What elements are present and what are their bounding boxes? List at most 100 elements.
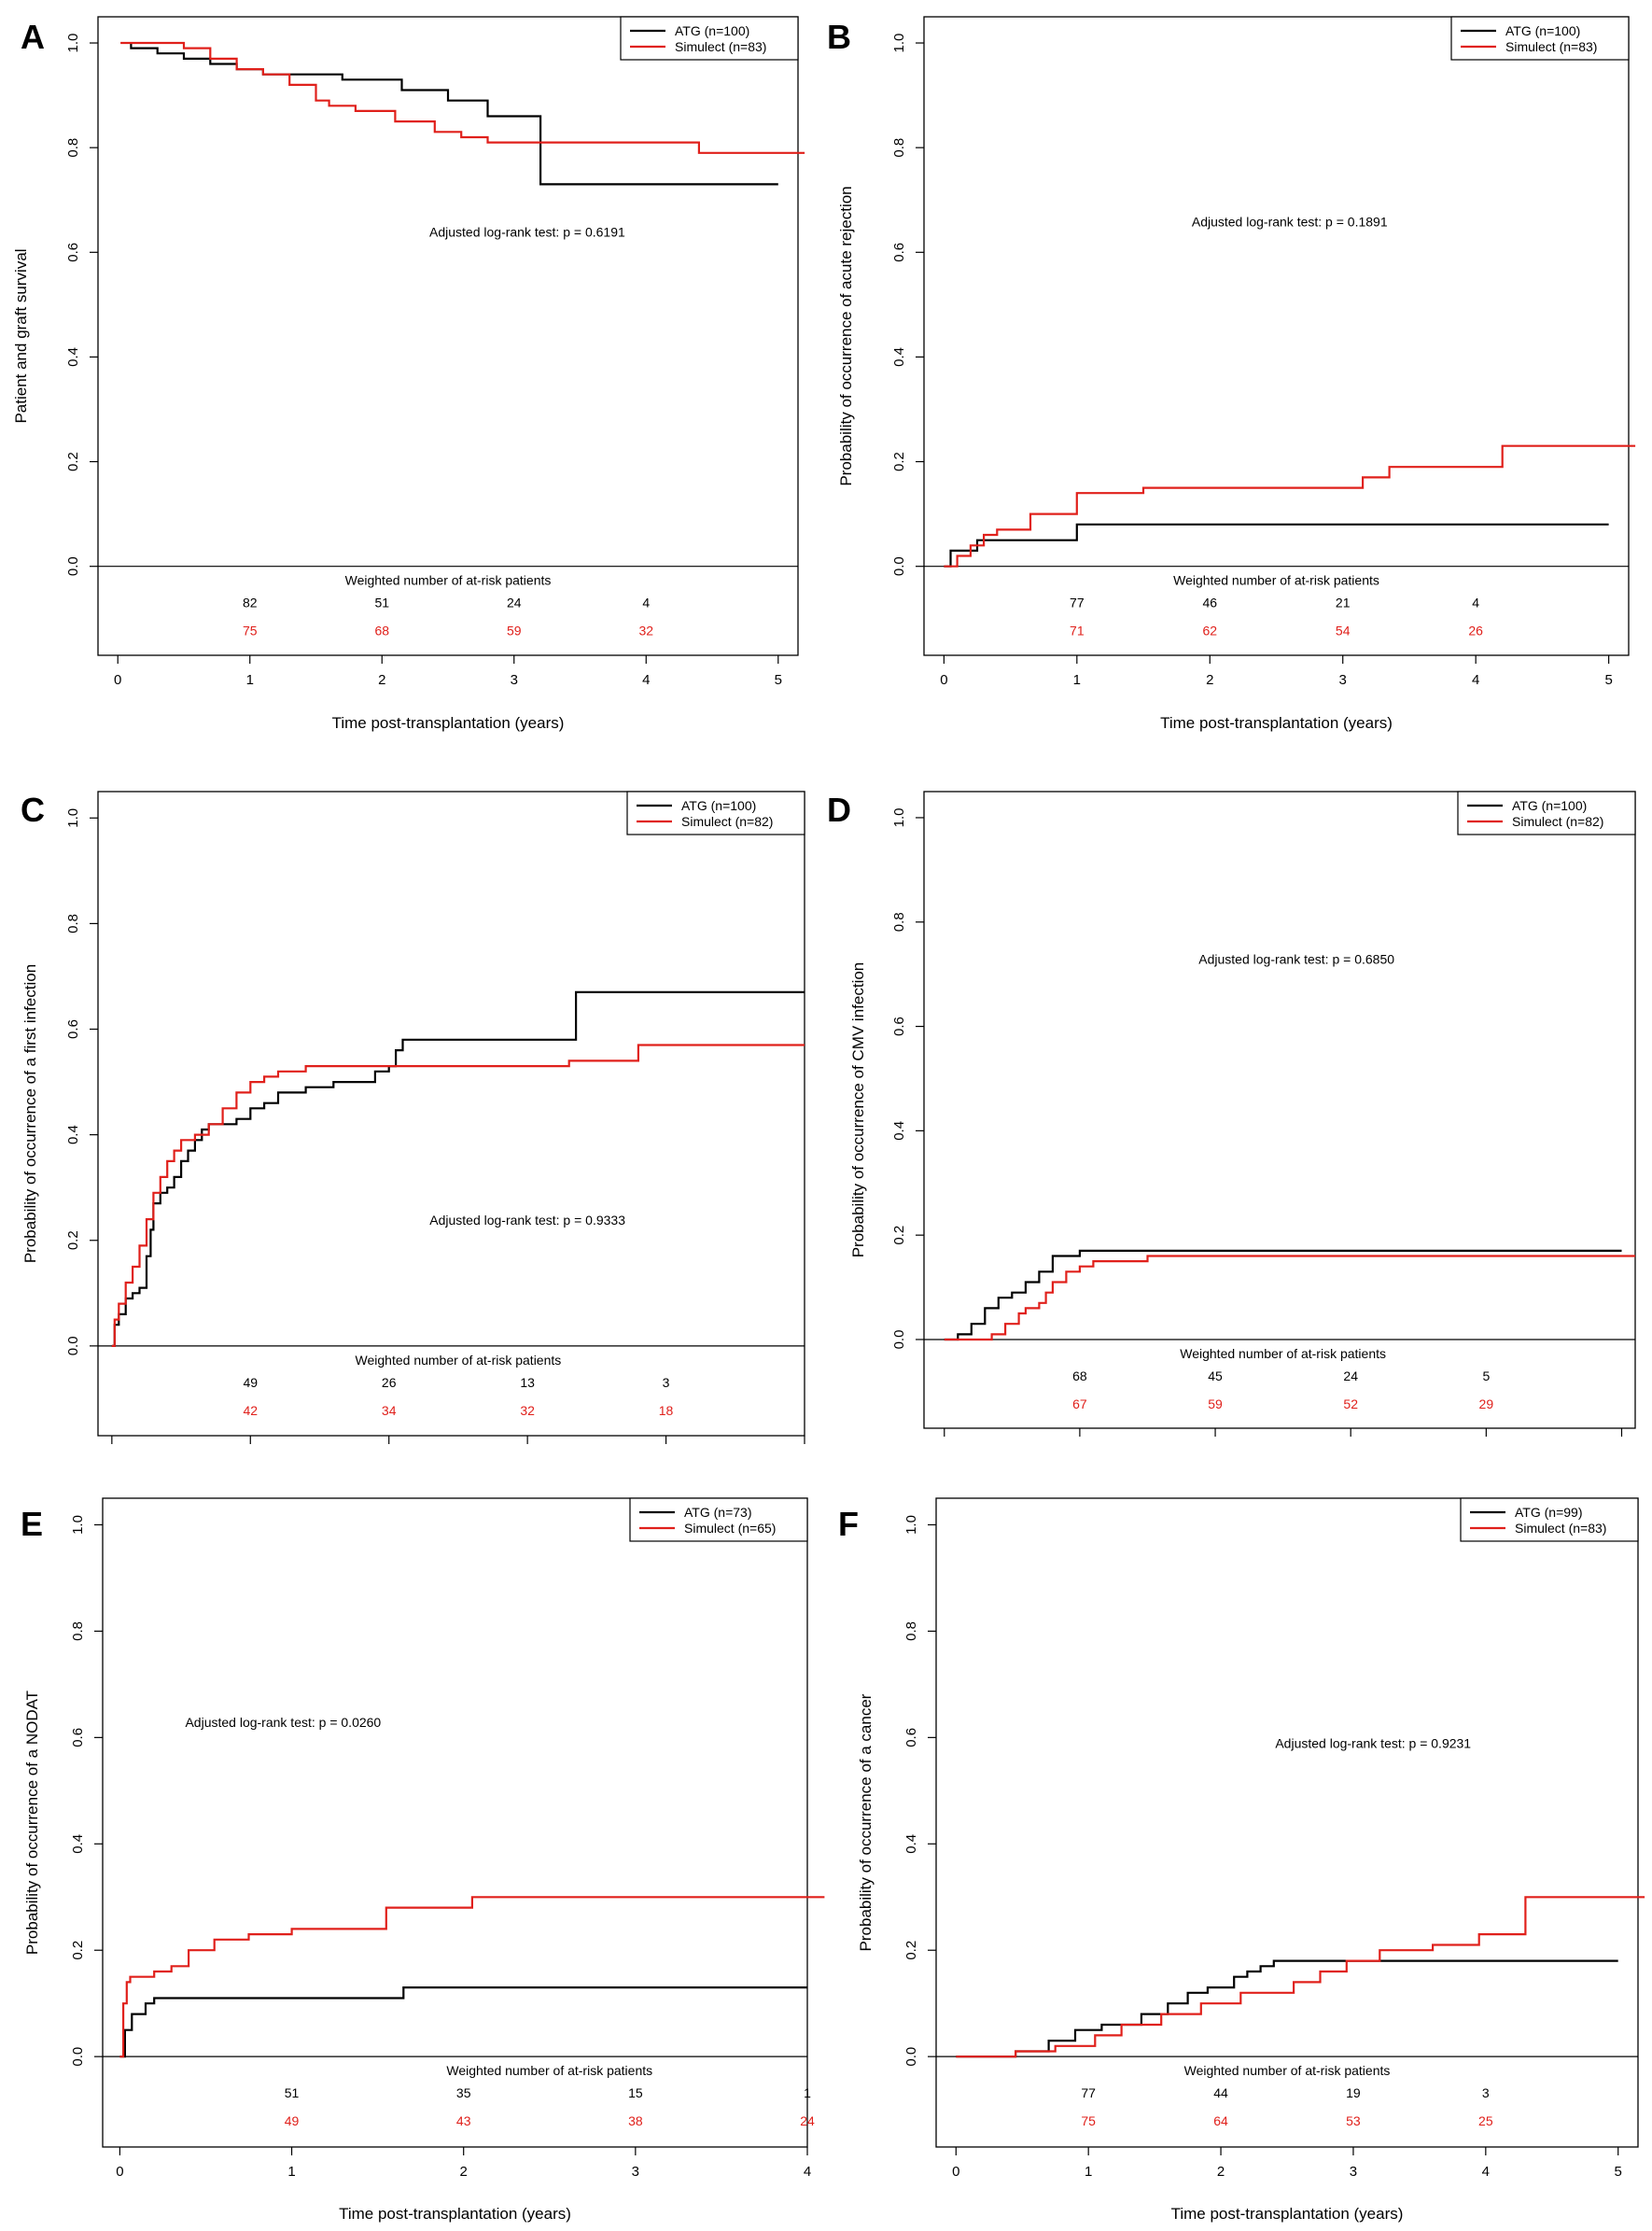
at-risk-simulect-value: 32 <box>638 624 653 638</box>
y-tick-label: 0.6 <box>891 1017 907 1036</box>
y-tick-label: 0.6 <box>70 1728 86 1747</box>
panel-a: A 0.0 0.2 0.4 0.6 0.8 1.0 0 1 2 3 4 5 Patient and gra… <box>12 16 805 732</box>
legend-box <box>1457 791 1636 835</box>
at-risk-atg-value: 4 <box>642 596 650 610</box>
at-risk-simulect-value: 75 <box>1081 2113 1096 2128</box>
at-risk-atg-value: 82 <box>243 596 258 610</box>
x-tick-label: 0 <box>116 2164 123 2180</box>
x-tick-label: 3 <box>511 672 518 688</box>
y-tick-label: 0.2 <box>903 1941 919 1960</box>
at-risk-simulect-value: 62 <box>1202 624 1217 638</box>
panel-d: D 0.0 0.2 0.4 0.6 0.8 1.0 Probability of occurr… <box>827 791 1636 1437</box>
at-risk-title: Weighted number of at-risk patients <box>345 573 552 588</box>
at-risk-atg-value: 77 <box>1070 596 1085 610</box>
simulect-curve <box>956 1896 1645 2058</box>
legend-box <box>620 16 799 61</box>
y-tick-label: 0.4 <box>903 1834 919 1854</box>
at-risk-atg-value: 44 <box>1213 2085 1228 2100</box>
legend-label-atg: ATG (n=73) <box>684 1505 752 1520</box>
legend-box <box>626 791 805 835</box>
legend-box <box>1450 16 1630 61</box>
simulect-curve <box>119 1896 825 2058</box>
at-risk-atg-value: 3 <box>1482 2085 1490 2100</box>
at-risk-simulect-value: 43 <box>456 2113 471 2128</box>
at-risk-simulect-value: 24 <box>800 2113 815 2128</box>
legend-label-atg: ATG (n=100) <box>681 798 756 813</box>
at-risk-atg-value: 26 <box>382 1375 397 1390</box>
y-axis-title: Probability of occurrence of a cancer <box>857 1693 875 1951</box>
plot-frame <box>97 16 799 656</box>
at-risk-atg-value: 4 <box>1472 596 1479 610</box>
at-risk-title: Weighted number of at-risk patients <box>1173 573 1379 588</box>
legend-box <box>629 1497 808 1542</box>
y-axis-title: Probability of occurrence of acute rejec… <box>837 186 855 485</box>
panel-e: E 0.0 0.2 0.4 0.6 0.8 1.0 0 1 2 3 4 Probability of o… <box>21 1497 825 2223</box>
x-tick-label: 4 <box>1472 672 1479 688</box>
y-tick-label: 0.0 <box>891 1330 907 1350</box>
at-risk-atg-value: 21 <box>1336 596 1351 610</box>
at-risk-simulect-value: 32 <box>520 1403 535 1418</box>
at-risk-simulect-value: 26 <box>1468 624 1483 638</box>
x-tick-label: 4 <box>1482 2164 1490 2180</box>
y-tick-label: 0.6 <box>891 243 907 262</box>
panel-b: B 0.0 0.2 0.4 0.6 0.8 1.0 0 1 2 3 4 5 Probability of … <box>827 16 1636 732</box>
legend-label-simulect: Simulect (n=83) <box>1515 1521 1606 1536</box>
at-risk-title: Weighted number of at-risk patients <box>1184 2063 1391 2078</box>
legend-label-simulect: Simulect (n=82) <box>1512 814 1603 829</box>
at-risk-simulect-value: 38 <box>628 2113 643 2128</box>
x-tick-label: 4 <box>642 672 650 688</box>
at-risk-atg-value: 5 <box>1482 1368 1490 1383</box>
y-axis-title: Probability of occurrence of CMV infecti… <box>849 962 867 1258</box>
at-risk-simulect-value: 59 <box>1208 1396 1223 1411</box>
y-tick-label: 0.2 <box>891 1226 907 1245</box>
at-risk-simulect-value: 59 <box>507 624 522 638</box>
at-risk-simulect-value: 68 <box>374 624 389 638</box>
at-risk-atg-value: 68 <box>1072 1368 1087 1383</box>
x-tick-label: 0 <box>940 672 947 688</box>
legend-box <box>1460 1497 1639 1542</box>
at-risk-simulect-value: 42 <box>243 1403 258 1418</box>
x-tick-label: 0 <box>952 2164 959 2180</box>
simulect-curve <box>944 444 1636 568</box>
x-tick-label: 5 <box>1604 672 1612 688</box>
panel-letter: A <box>21 18 45 56</box>
plot-frame <box>923 16 1630 656</box>
plot-frame <box>102 1497 808 2148</box>
panel-letter: E <box>21 1505 43 1543</box>
at-risk-simulect-value: 54 <box>1336 624 1351 638</box>
y-tick-label: 1.0 <box>70 1515 86 1535</box>
x-axis-title: Time post-transplantation (years) <box>1160 714 1393 732</box>
y-axis-title: Patient and graft survival <box>12 248 30 423</box>
atg-curve <box>119 1986 807 2058</box>
y-tick-label: 0.4 <box>891 1121 907 1141</box>
x-tick-label: 2 <box>1206 672 1213 688</box>
simulect-curve <box>120 41 805 154</box>
legend-label-simulect: Simulect (n=65) <box>684 1521 776 1536</box>
at-risk-simulect-value: 53 <box>1346 2113 1361 2128</box>
x-tick-label: 3 <box>1350 2164 1357 2180</box>
y-axis-title: Probability of occurrence of a NODAT <box>23 1691 41 1955</box>
plot-frame <box>97 791 805 1437</box>
y-tick-label: 0.0 <box>65 1336 81 1355</box>
at-risk-atg-value: 19 <box>1346 2085 1361 2100</box>
at-risk-atg-value: 24 <box>507 596 522 610</box>
y-tick-label: 0.0 <box>65 556 81 576</box>
panel-letter: D <box>827 791 851 829</box>
legend-label-atg: ATG (n=100) <box>1512 798 1587 813</box>
log-rank-annotation: Adjusted log-rank test: p = 0.6191 <box>429 224 625 239</box>
atg-curve <box>111 990 805 1347</box>
at-risk-simulect-value: 75 <box>243 624 258 638</box>
x-tick-label: 0 <box>114 672 121 688</box>
at-risk-simulect-value: 49 <box>285 2113 300 2128</box>
x-tick-label: 3 <box>1339 672 1347 688</box>
log-rank-annotation: Adjusted log-rank test: p = 0.0260 <box>185 1715 381 1730</box>
y-tick-label: 1.0 <box>891 34 907 53</box>
at-risk-atg-value: 49 <box>243 1375 258 1390</box>
y-tick-label: 0.2 <box>65 1230 81 1250</box>
x-axis-title: Time post-transplantation (years) <box>339 2205 571 2223</box>
at-risk-simulect-value: 52 <box>1343 1396 1358 1411</box>
at-risk-atg-value: 15 <box>628 2085 643 2100</box>
at-risk-atg-value: 51 <box>374 596 389 610</box>
at-risk-simulect-value: 34 <box>382 1403 397 1418</box>
